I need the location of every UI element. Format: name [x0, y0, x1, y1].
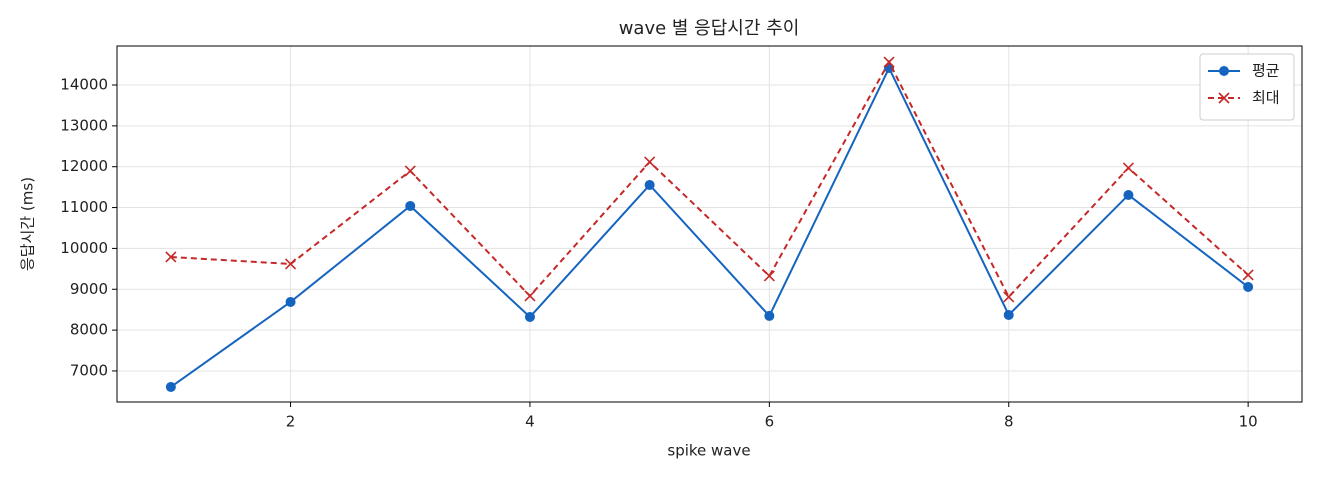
point: [405, 200, 416, 211]
legend-marker: [1218, 92, 1230, 104]
x-axis-label: spike wave: [667, 442, 750, 460]
y-tick-label: 8000: [70, 321, 108, 339]
x-tick-label: 10: [1239, 413, 1258, 431]
point: [284, 258, 297, 270]
point: [883, 56, 895, 68]
point: [764, 310, 775, 321]
point: [763, 270, 775, 282]
chart-title: wave 별 응답시간 추이: [619, 18, 800, 39]
point: [165, 251, 177, 263]
y-tick-label: 12000: [60, 157, 108, 175]
plot-frame: [116, 45, 1303, 403]
y-tick-label: 9000: [70, 280, 108, 298]
y-tick-label: 11000: [60, 198, 108, 216]
y-tick-label: 7000: [70, 361, 108, 379]
point: [644, 156, 656, 168]
point: [524, 311, 535, 322]
legend-label: 최대: [1252, 89, 1280, 107]
x-tick-label: 4: [525, 413, 535, 431]
point: [1122, 162, 1135, 174]
legend-marker: [1219, 66, 1229, 76]
legend-frame: [1199, 53, 1295, 121]
point: [285, 296, 296, 307]
x-tick-label: 2: [286, 413, 296, 431]
y-tick-label: 10000: [60, 239, 108, 257]
point: [644, 179, 655, 190]
point: [1123, 189, 1134, 200]
x-tick-label: 6: [765, 413, 775, 431]
point: [165, 381, 176, 392]
series-line: [170, 65, 1249, 388]
y-tick-label: 14000: [60, 76, 108, 94]
point: [1242, 269, 1254, 281]
y-tick-label: 13000: [60, 116, 108, 134]
legend-label: 평균: [1252, 62, 1280, 80]
y-axis-label: 응답시간 (ms): [19, 177, 37, 271]
series-line: [170, 59, 1249, 299]
point: [1003, 309, 1014, 320]
point: [404, 165, 416, 177]
point: [1003, 291, 1015, 303]
x-tick-label: 8: [1004, 413, 1014, 431]
point: [524, 290, 536, 302]
point: [1243, 281, 1254, 292]
